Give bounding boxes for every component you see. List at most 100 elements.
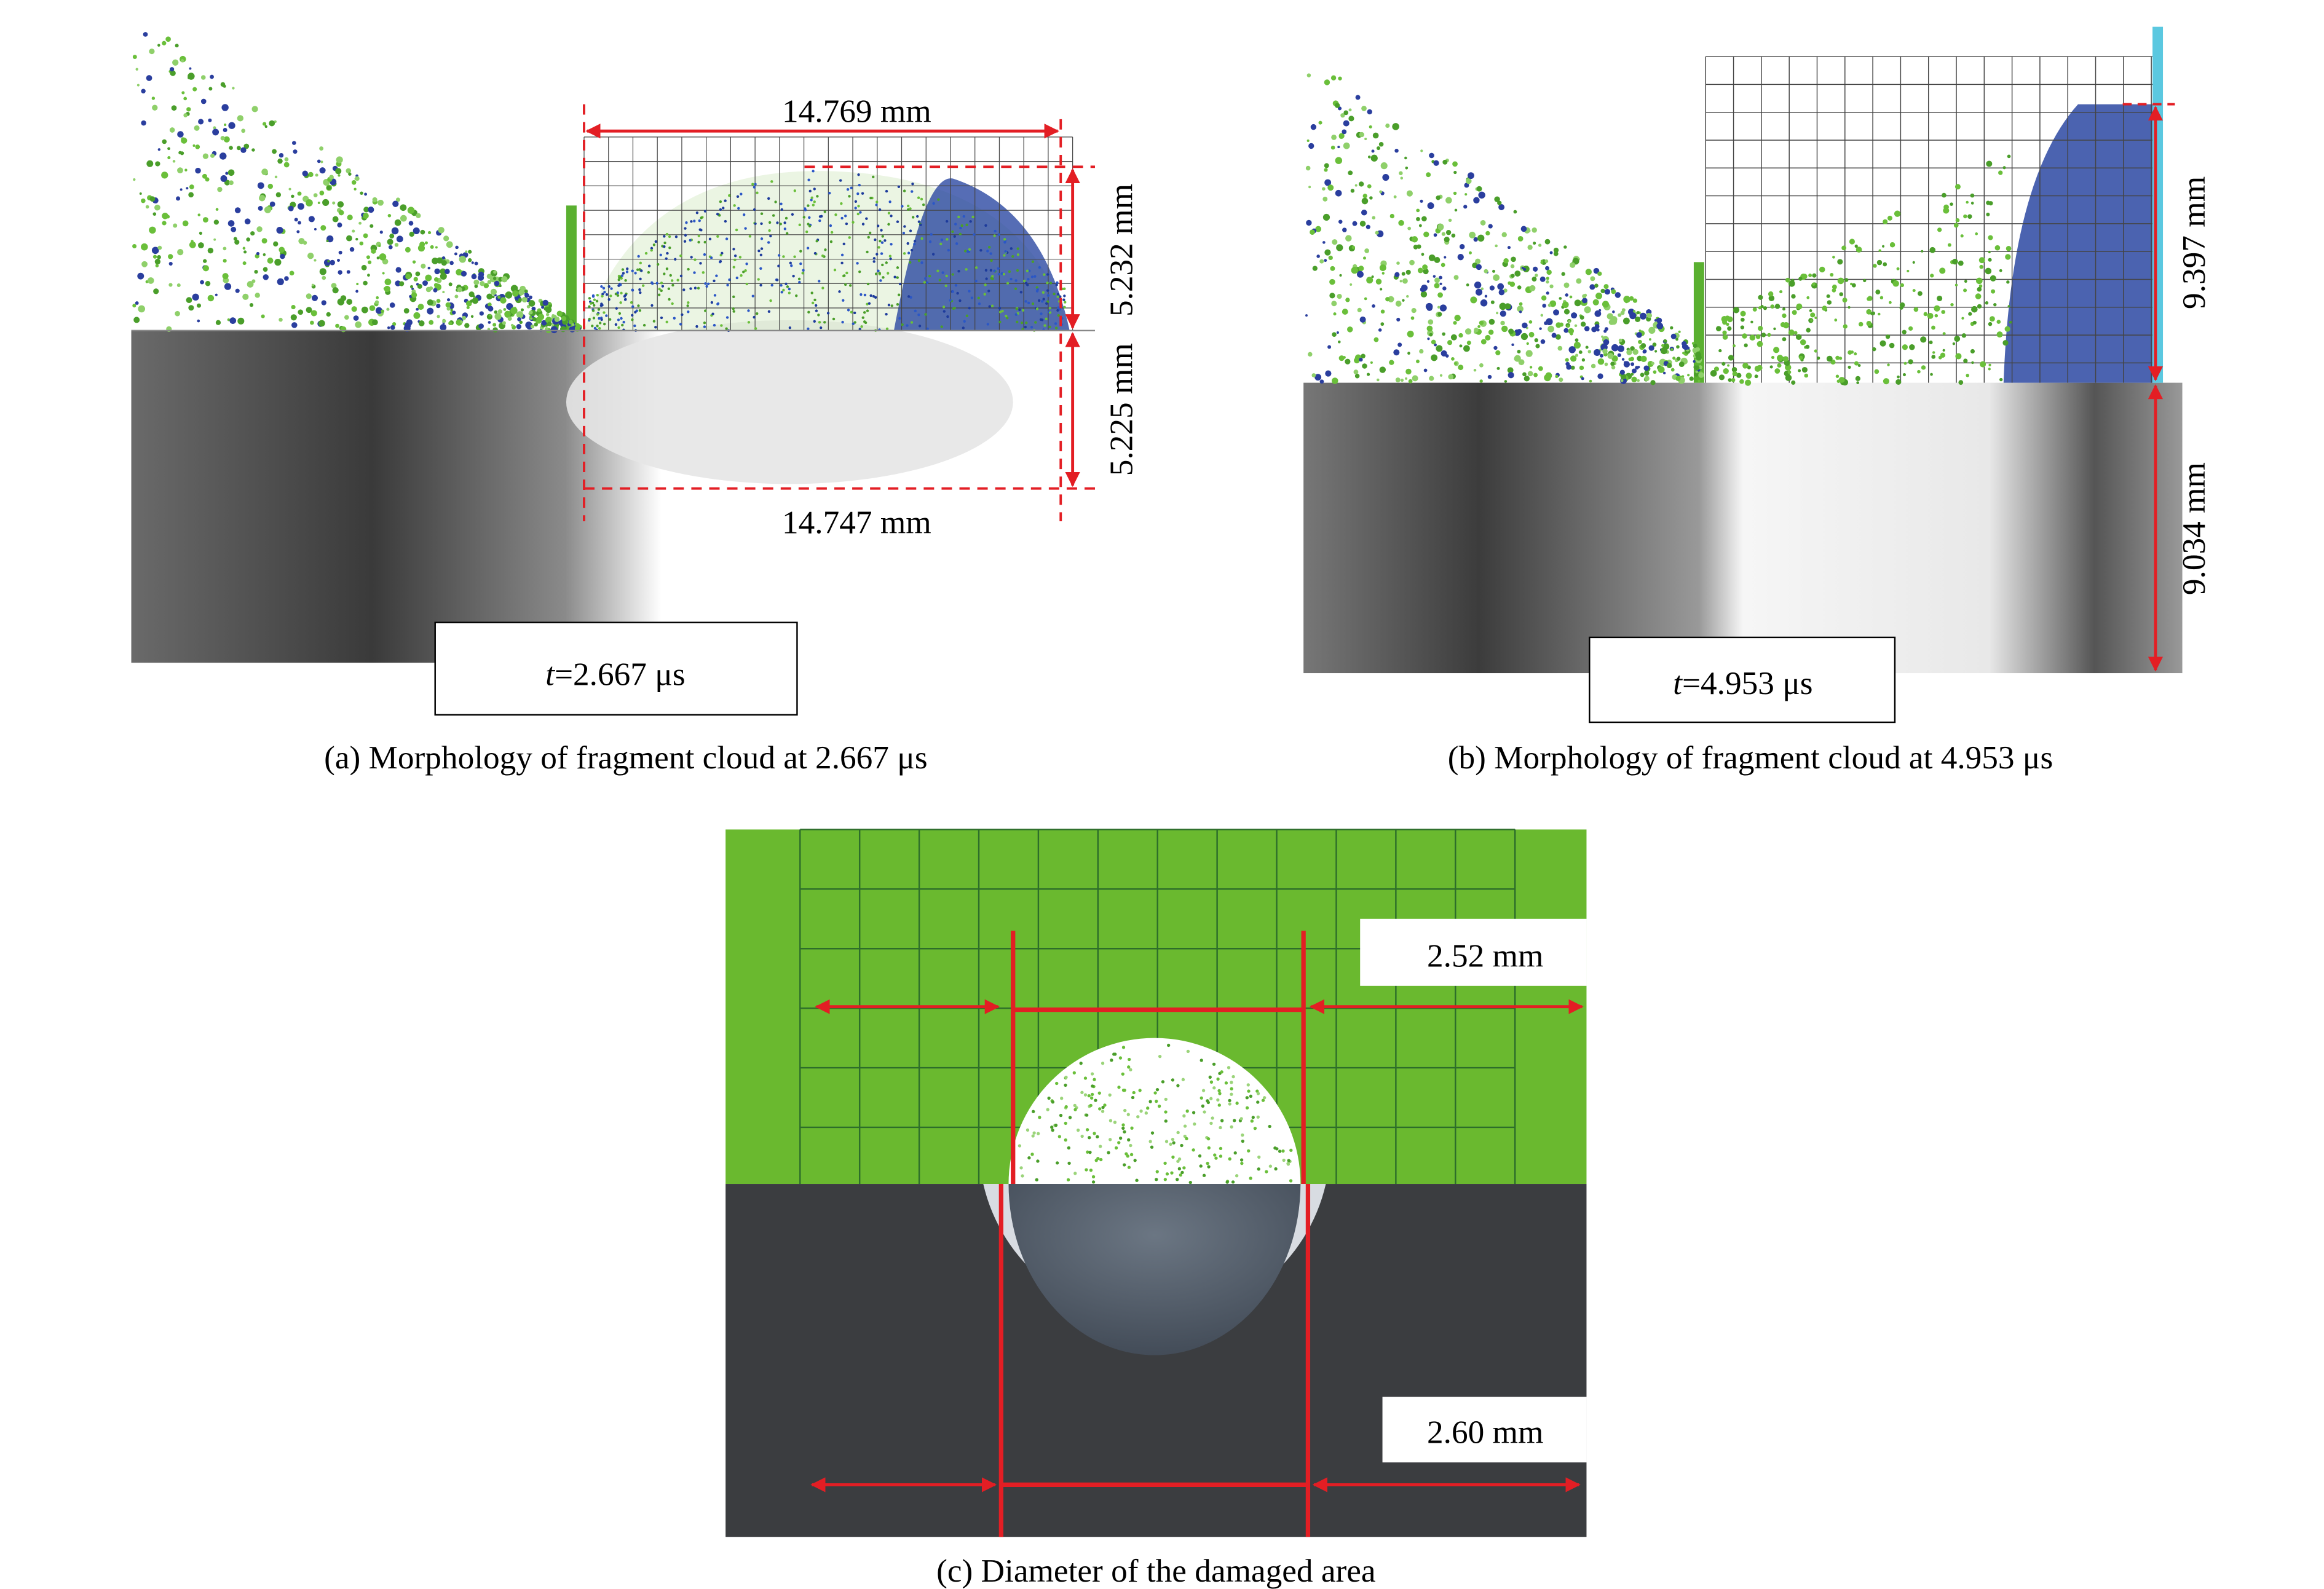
particle bbox=[1534, 338, 1539, 342]
particle bbox=[1630, 373, 1634, 376]
particle bbox=[998, 310, 1002, 313]
particle bbox=[1429, 152, 1434, 159]
particle bbox=[1413, 245, 1418, 250]
particle bbox=[202, 265, 209, 272]
particle bbox=[1441, 350, 1447, 357]
particle bbox=[1459, 243, 1465, 250]
particle bbox=[222, 273, 229, 280]
particle bbox=[1495, 350, 1501, 356]
particle bbox=[1876, 259, 1883, 266]
particle bbox=[1675, 376, 1681, 381]
particle bbox=[280, 253, 285, 259]
particle bbox=[1395, 301, 1402, 307]
particle bbox=[793, 189, 796, 192]
particle bbox=[962, 215, 965, 218]
particle bbox=[242, 293, 249, 300]
particle bbox=[448, 321, 453, 326]
particle bbox=[603, 322, 606, 326]
label-box bbox=[1360, 918, 1587, 986]
particle bbox=[407, 207, 415, 214]
particle bbox=[1442, 286, 1447, 291]
particle bbox=[1917, 369, 1921, 374]
particle bbox=[602, 286, 606, 290]
particle bbox=[1508, 372, 1514, 379]
particle bbox=[1535, 344, 1540, 349]
particle bbox=[1388, 296, 1394, 302]
particle bbox=[1308, 186, 1311, 189]
particle bbox=[189, 184, 194, 189]
particle bbox=[588, 305, 591, 309]
particle bbox=[1335, 157, 1343, 164]
particle bbox=[1036, 1159, 1040, 1163]
particle bbox=[1796, 303, 1803, 310]
particle bbox=[279, 317, 283, 322]
particle bbox=[510, 285, 518, 293]
particle bbox=[1217, 1103, 1221, 1107]
particle bbox=[1474, 328, 1479, 333]
particle bbox=[292, 141, 296, 145]
particle bbox=[971, 215, 974, 219]
particle bbox=[434, 268, 440, 275]
particle bbox=[854, 207, 857, 210]
particle bbox=[592, 317, 596, 320]
particle bbox=[217, 186, 223, 192]
particle bbox=[1420, 149, 1423, 152]
particle bbox=[1666, 363, 1672, 368]
particle bbox=[457, 287, 462, 293]
particle bbox=[1046, 273, 1049, 276]
particle bbox=[920, 237, 923, 240]
particle bbox=[1637, 318, 1640, 321]
particle bbox=[850, 310, 853, 313]
particle bbox=[1101, 1062, 1105, 1065]
particle bbox=[359, 241, 364, 246]
particle bbox=[1870, 312, 1873, 315]
particle bbox=[319, 146, 324, 151]
particle bbox=[665, 257, 668, 260]
particle bbox=[1123, 1108, 1127, 1113]
particle bbox=[848, 284, 852, 287]
particle bbox=[631, 288, 634, 291]
particle bbox=[1207, 1146, 1211, 1150]
panel-c: 2.52 mm 2.60 mm (c) Diameter of the dama… bbox=[725, 829, 1587, 1589]
particle bbox=[1522, 322, 1528, 329]
particle bbox=[1565, 293, 1568, 297]
particle bbox=[650, 304, 654, 307]
particle bbox=[149, 49, 155, 55]
particle bbox=[338, 174, 341, 177]
particle bbox=[224, 123, 227, 127]
grid bbox=[583, 136, 1073, 331]
particle bbox=[317, 159, 321, 164]
particle bbox=[759, 267, 762, 270]
particle bbox=[167, 156, 171, 160]
particle bbox=[1257, 1167, 1260, 1171]
particle bbox=[524, 293, 529, 298]
particle bbox=[1454, 362, 1457, 365]
particle bbox=[543, 307, 548, 311]
particle bbox=[1379, 366, 1386, 373]
particle bbox=[1596, 328, 1600, 332]
particle bbox=[666, 251, 669, 255]
particle bbox=[220, 136, 225, 141]
particle bbox=[610, 287, 613, 290]
particle bbox=[1955, 218, 1960, 223]
particle bbox=[958, 299, 962, 302]
particle bbox=[338, 270, 342, 275]
particle bbox=[1038, 266, 1041, 269]
particle bbox=[1419, 349, 1424, 354]
particle bbox=[1004, 250, 1007, 253]
particle bbox=[234, 207, 241, 213]
particle bbox=[375, 307, 382, 314]
particle bbox=[1618, 338, 1622, 342]
particle bbox=[1445, 197, 1452, 204]
particle bbox=[1458, 333, 1463, 338]
particle bbox=[1503, 258, 1509, 264]
particle bbox=[1540, 339, 1546, 344]
particle bbox=[909, 229, 912, 232]
particle bbox=[1902, 344, 1908, 350]
particle bbox=[922, 203, 925, 207]
particle bbox=[1603, 339, 1610, 345]
particle bbox=[1230, 1125, 1233, 1129]
particle bbox=[1930, 274, 1934, 278]
particle bbox=[1394, 272, 1400, 277]
particle bbox=[1345, 298, 1350, 302]
